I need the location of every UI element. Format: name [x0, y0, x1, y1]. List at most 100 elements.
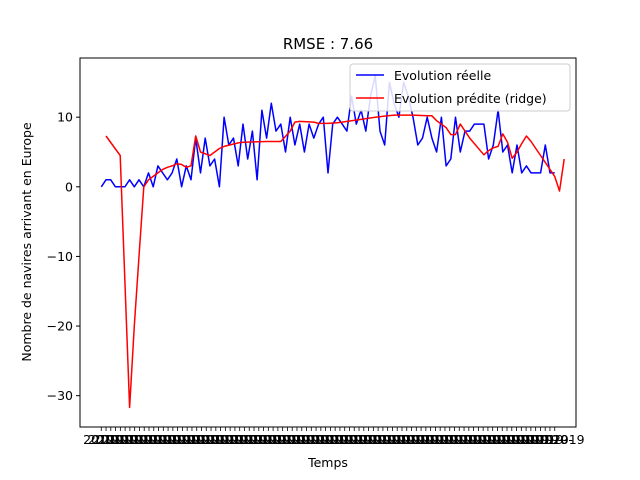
series-line-predite — [105, 114, 565, 409]
x-tick-label: 2019- — [503, 432, 539, 447]
x-tick-label: 2019- — [222, 432, 258, 447]
x-tick-label: 2019- — [417, 432, 453, 447]
x-tick-label: 2019- — [398, 432, 434, 447]
x-tick-label: 2019- — [451, 432, 487, 447]
x-tick-label: 2019- — [121, 432, 157, 447]
legend-label-predite: Evolution prédite (ridge) — [394, 91, 547, 106]
x-tick-label: 2019- — [370, 432, 406, 447]
x-tick-label: 2019- — [527, 432, 563, 447]
y-tick-label: 0 — [65, 179, 73, 194]
x-axis-label: Temps — [307, 455, 348, 470]
x-tick-label: 2019- — [537, 432, 573, 447]
x-tick-label: 2019- — [427, 432, 463, 447]
x-tick-label: 2019- — [231, 432, 267, 447]
y-tick-label: −30 — [47, 388, 73, 403]
x-tick-label: 2019- — [264, 432, 300, 447]
x-tick-label: 2019- — [393, 432, 429, 447]
x-tick-label: 2019- — [498, 432, 534, 447]
plot-content — [100, 74, 565, 409]
legend-box — [349, 63, 571, 112]
x-tick-label: 2019- — [169, 432, 205, 447]
x-tick-label: 2019- — [346, 432, 382, 447]
chart-title: RMSE : 7.66 — [283, 35, 373, 53]
x-tick-label: 2019- — [236, 432, 272, 447]
x-tick-label: 2019- — [350, 432, 386, 447]
x-tick-label: 2019- — [150, 432, 186, 447]
x-tick-label: 2019- — [112, 432, 148, 447]
x-tick-label: 2019- — [408, 432, 444, 447]
x-tick-label: 2019- — [250, 432, 286, 447]
y-tick-label: −20 — [47, 319, 73, 334]
x-tick-label: 2019- — [379, 432, 415, 447]
x-tick-label: 2019- — [355, 432, 391, 447]
x-tick-label: 2019- — [202, 432, 238, 447]
x-tick-label: 2019- — [241, 432, 277, 447]
x-tick-label: 2019- — [322, 432, 358, 447]
x-tick-label: 2019- — [465, 432, 501, 447]
x-tick-label: 2019- — [508, 432, 544, 447]
x-tick-label: 2019- — [470, 432, 506, 447]
x-tick-label: 2019- — [479, 432, 515, 447]
y-tick-label: −10 — [47, 249, 73, 264]
x-tick-label: 2019- — [284, 432, 320, 447]
x-tick-label: 2019- — [159, 432, 195, 447]
x-tick-label: 2019- — [126, 432, 162, 447]
x-tick-label: 2019- — [164, 432, 200, 447]
x-tick-label: 2019- — [260, 432, 296, 447]
x-tick-label: 2019- — [83, 432, 119, 447]
x-tick-label: 2019- — [107, 432, 143, 447]
x-tick-label: 2019- — [274, 432, 310, 447]
x-tick-label: 2019- — [436, 432, 472, 447]
x-tick-label: 2019- — [331, 432, 367, 447]
x-tick-label: 2019- — [88, 432, 124, 447]
x-tick-label: 2019- — [489, 432, 525, 447]
x-tick-label: 2019- — [131, 432, 167, 447]
series-line-reelle — [100, 74, 555, 188]
x-axis: 2019-2019-2019-2019-2019-2019-2019-2019-… — [83, 427, 585, 447]
x-tick-label: 2019- — [389, 432, 425, 447]
x-tick-label: 2019- — [179, 432, 215, 447]
x-tick-label: 2019- — [155, 432, 191, 447]
x-tick-label: 2019- — [188, 432, 224, 447]
x-tick-label: 2019- — [446, 432, 482, 447]
x-tick-label: 2019- — [517, 432, 553, 447]
x-tick-label: 2019- — [341, 432, 377, 447]
x-tick-label: 2019- — [365, 432, 401, 447]
x-tick-label: 2019- — [360, 432, 396, 447]
x-tick-label: 2019- — [460, 432, 496, 447]
x-tick-label: 2019- — [245, 432, 281, 447]
x-tick-label: 2019- — [136, 432, 172, 447]
x-tick-label: 2019- — [422, 432, 458, 447]
x-tick-label: 2019- — [312, 432, 348, 447]
x-tick-label: 2019- — [93, 432, 129, 447]
x-tick-label: 2019- — [226, 432, 262, 447]
x-tick-label: 2019- — [317, 432, 353, 447]
x-tick-label: 2019- — [298, 432, 334, 447]
x-tick-label: 2019- — [183, 432, 219, 447]
x-tick-label: 2019- — [255, 432, 291, 447]
x-tick-label: 2019- — [140, 432, 176, 447]
x-tick-label: 2019- — [513, 432, 549, 447]
x-tick-label: 2019- — [475, 432, 511, 447]
legend-label-reelle: Evolution réelle — [394, 68, 491, 83]
x-tick-label: 2019- — [532, 432, 568, 447]
y-axis-label: Nombre de navires arrivant en Europe — [19, 122, 34, 362]
x-tick-label: 2019- — [288, 432, 324, 447]
x-tick-label: 2019- — [441, 432, 477, 447]
x-tick-label: 2019- — [293, 432, 329, 447]
x-tick-labels: 2019-2019-2019-2019-2019-2019-2019-2019-… — [83, 432, 585, 447]
x-tick-label: 2019- — [198, 432, 234, 447]
x-tick-label: 2019- — [494, 432, 530, 447]
x-tick-label: 2019- — [307, 432, 343, 447]
x-tick-label: 2019- — [174, 432, 210, 447]
legend: Evolution réelle Evolution prédite (ridg… — [349, 63, 571, 112]
x-tick-label: 2019- — [97, 432, 133, 447]
x-tick-label: 2019- — [484, 432, 520, 447]
x-tick-label: 2019- — [117, 432, 153, 447]
y-tick-label: 10 — [57, 110, 73, 125]
x-tick-label: 2019- — [303, 432, 339, 447]
x-tick-label: 2019- — [193, 432, 229, 447]
y-axis: 10 0 −10 −20 −30 — [47, 110, 80, 403]
x-tick-label: 2019- — [412, 432, 448, 447]
